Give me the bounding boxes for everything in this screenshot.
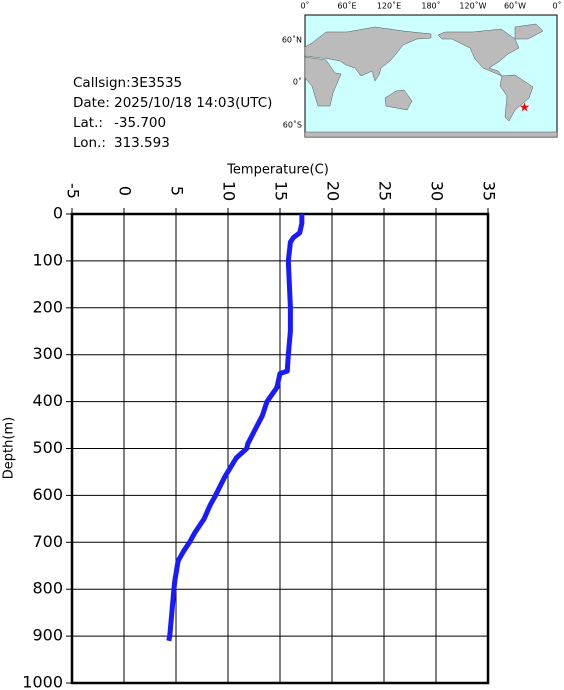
x-tick-label: 15 [272, 181, 291, 201]
y-tick-label: 300 [32, 344, 63, 363]
y-tick-label: 0 [53, 204, 63, 223]
x-tick-label: 35 [480, 181, 499, 201]
position-marker [519, 102, 530, 112]
x-tick-label: 0 [116, 186, 135, 196]
map-lat-label: 0˚ [293, 77, 302, 87]
map [304, 14, 558, 138]
lat: -35.700 [114, 115, 166, 131]
map-lat-label: 60˚S [283, 120, 302, 130]
plot-frame [70, 212, 490, 685]
y-tick-label: 1000 [22, 673, 63, 690]
y-tick-label: 600 [32, 485, 63, 504]
x-tick-label: 5 [168, 186, 187, 196]
y-tick-label: 200 [32, 297, 63, 316]
x-axis-label: Temperature(C) [226, 163, 329, 178]
x-tick-label: 10 [220, 181, 239, 201]
y-tick-label: 100 [32, 250, 63, 269]
map-lon-label: 0˚ [552, 1, 561, 11]
map-lon-label: 180˚ [421, 1, 440, 11]
date: Date: 2025/10/18 14:03(UTC) [73, 95, 272, 111]
x-tick-label: 30 [428, 181, 447, 201]
lat-label: Lat.: [73, 115, 103, 131]
x-tick-label: -5 [64, 183, 83, 199]
lon: 313.593 [114, 135, 170, 151]
map-lon-label: 120˚W [459, 1, 486, 11]
land [304, 23, 558, 138]
map-lon-label: 60˚E [337, 1, 356, 11]
map-lon-label: 60˚W [504, 1, 526, 11]
x-tick-label: 20 [324, 181, 343, 201]
lon-label: Lon.: [73, 135, 106, 151]
map-lon-label: 0˚ [300, 1, 309, 11]
profile-line [166, 214, 305, 642]
info: Callsign:3E3535 Date: 2025/10/18 14:03(U… [73, 75, 272, 151]
y-axis-label: Depth(m) [2, 417, 17, 479]
y-tick-label: 400 [32, 391, 63, 410]
map-lat-label: 60˚N [282, 35, 302, 45]
x-tick-label: 25 [376, 181, 395, 201]
y-tick-label: 500 [32, 438, 63, 457]
callsign: Callsign:3E3535 [73, 75, 182, 91]
y-tick-label: 700 [32, 532, 63, 551]
y-tick-label: 800 [32, 579, 63, 598]
y-tick-label: 900 [32, 626, 63, 645]
map-lon-label: 120˚E [377, 1, 401, 11]
